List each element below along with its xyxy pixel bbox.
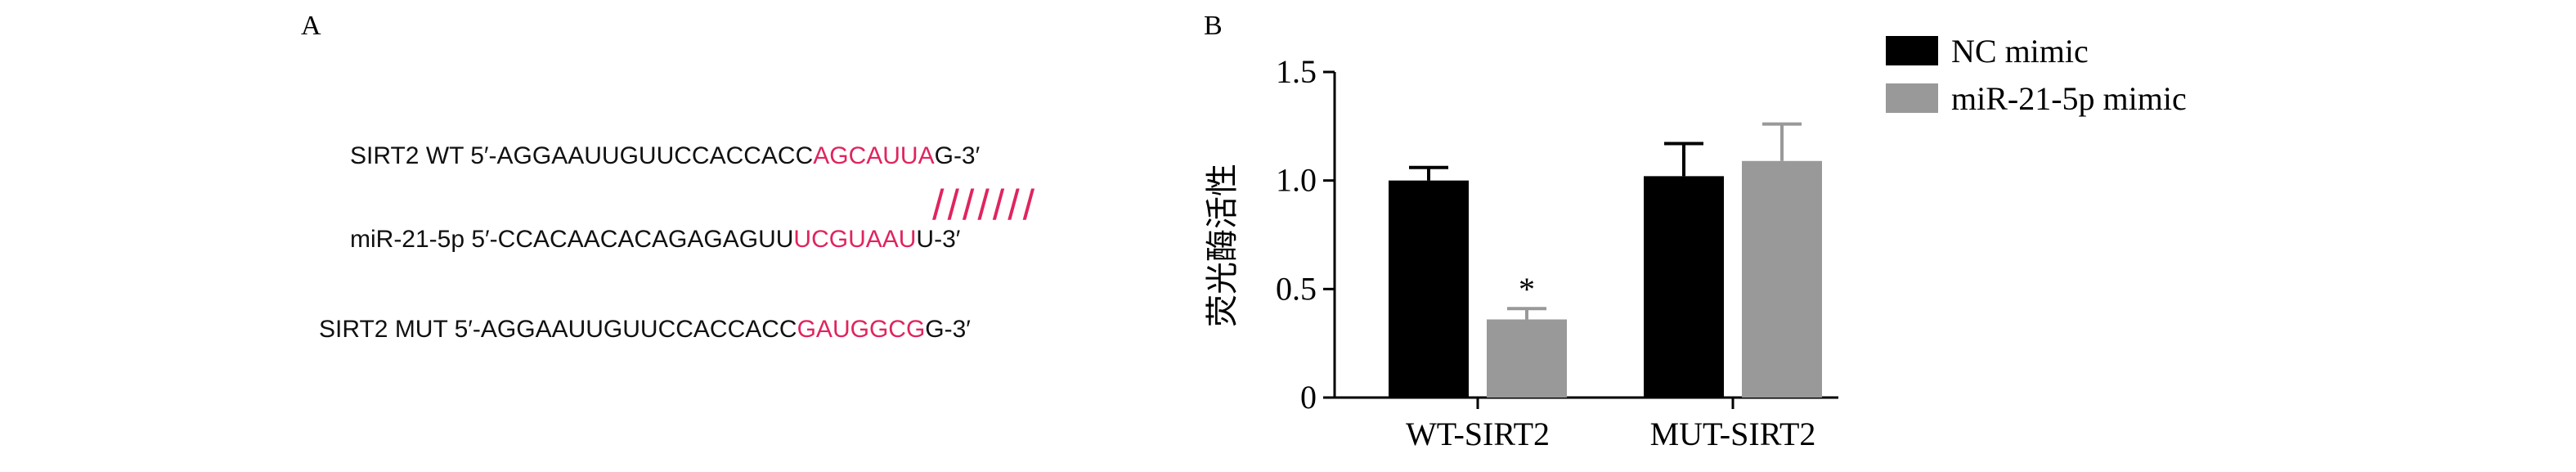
sequence-suffix: U-3′ (916, 226, 960, 253)
y-tick-label: 0 (1300, 379, 1317, 416)
sequence-sirt2-mut: SIRT2 MUT 5′-AGGAAUUGUUCCACCACCGAUGGCGG-… (319, 316, 971, 343)
x-tick-label: MUT-SIRT2 (1650, 416, 1816, 452)
y-tick-label: 0.5 (1276, 270, 1317, 307)
sequence-sirt2-wt: SIRT2 WT 5′-AGGAAUUGUUCCACCACCAGCAUUAG-3… (350, 142, 981, 169)
sequence-highlight: UCGUAAU (793, 226, 916, 253)
bar (1487, 319, 1567, 398)
bar (1389, 180, 1469, 398)
bar (1644, 176, 1724, 398)
panel-b-label: B (1204, 11, 1223, 41)
panel-b: B 荧光酶活性 0 0.5 1.0 1.5 WT-SIRT2 MUT-SIRT2 * NC … (1204, 11, 2187, 452)
sequence-highlight: GAUGGCG (797, 316, 926, 343)
chart-area: 0 0.5 1.0 1.5 WT-SIRT2 MUT-SIRT2 * (1276, 53, 1838, 452)
y-axis-label: 荧光酶活性 (1204, 164, 1241, 327)
sequence-mir-21-5p: miR-21-5p 5′-CCACAACACAGAGAGUUUCGUAAUU-3… (350, 226, 961, 253)
y-tick-label: 1.5 (1276, 53, 1317, 90)
panel-a: A SIRT2 WT 5′-AGGAAUUGUUCCACCACCAGCAUUAG… (301, 11, 1038, 343)
panel-a-label: A (301, 11, 321, 41)
legend: NC mimic miR-21-5p mimic (1886, 33, 2187, 117)
sequence-prefix: SIRT2 WT 5′-AGGAAUUGUUCCACCACC (350, 142, 813, 169)
legend-label-mir-21-5p-mimic: miR-21-5p mimic (1951, 80, 2187, 117)
legend-swatch-mir-21-5p-mimic (1886, 83, 1938, 113)
legend-swatch-nc-mimic (1886, 36, 1938, 65)
sequence-suffix: G-3′ (925, 316, 971, 343)
significance-asterisk: * (1519, 271, 1535, 308)
x-tick-label: WT-SIRT2 (1406, 416, 1550, 452)
sequence-prefix: SIRT2 MUT 5′-AGGAAUUGUUCCACCACC (319, 316, 797, 343)
legend-label-nc-mimic: NC mimic (1951, 33, 2089, 70)
bar (1742, 160, 1822, 398)
pairing-marks: /////// (932, 182, 1038, 229)
sequence-prefix: miR-21-5p 5′-CCACAACACAGAGAGUU (350, 226, 793, 253)
sequence-suffix: G-3′ (935, 142, 981, 169)
sequence-highlight: AGCAUUA (813, 142, 934, 169)
y-tick-label: 1.0 (1276, 162, 1317, 199)
